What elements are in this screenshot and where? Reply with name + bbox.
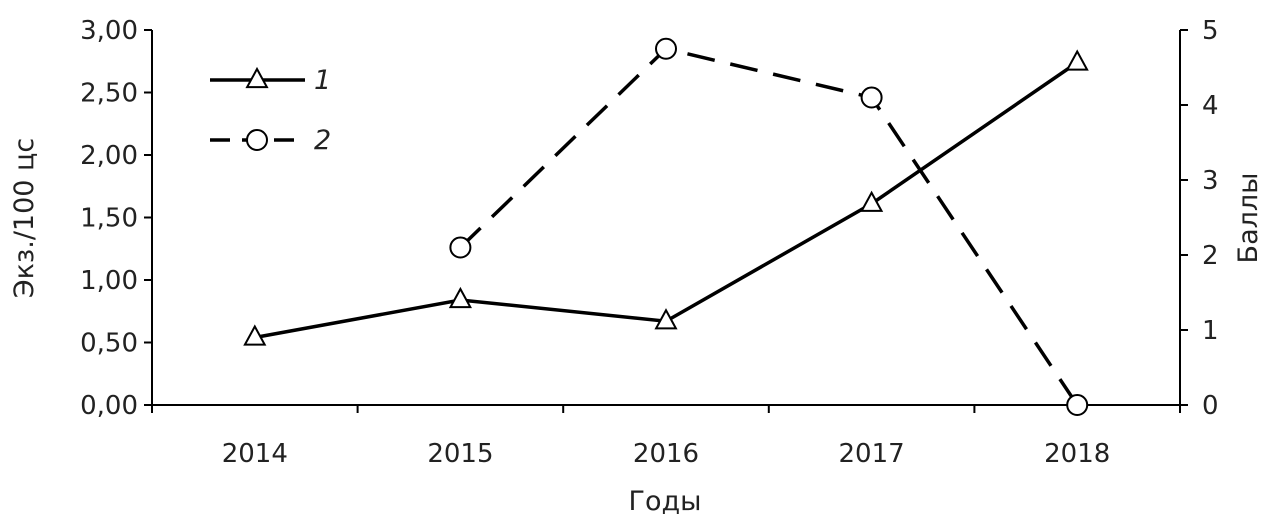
series-2-line (459, 46, 1079, 406)
y-right-tick-label: 5 (1202, 16, 1219, 46)
series-2-point (655, 37, 677, 60)
y-axis-right-title: Баллы (1233, 173, 1264, 264)
series-1-point (1065, 49, 1089, 71)
x-tick-label: 2015 (427, 439, 493, 469)
x-tick-label: 2016 (633, 439, 699, 469)
y-left-tick-label: 3,00 (80, 16, 138, 46)
axes (151, 30, 1181, 406)
legend-item-2: 2 (210, 125, 331, 156)
legend-item-1: 1 (210, 65, 331, 96)
series (243, 37, 1089, 416)
y-left-tick-label: 0,50 (80, 329, 138, 359)
y-left-tick-label: 2,00 (80, 141, 138, 171)
x-axis-title: Годы (629, 486, 702, 517)
y-left-tick-label: 0,00 (80, 391, 138, 421)
legend-label: 2 (314, 125, 331, 156)
series-1-point (654, 308, 678, 330)
series-2 (449, 37, 1089, 416)
series-2-point (449, 236, 472, 259)
legend-marker (246, 129, 268, 151)
series-2-point (1066, 394, 1089, 416)
x-tick-label: 2018 (1044, 439, 1110, 469)
legend-marker (245, 66, 269, 89)
y-axis-left-title: Экз./100 цс (9, 138, 40, 299)
y-right-tick-label: 2 (1202, 241, 1219, 271)
series-1-point (448, 286, 472, 309)
y-left-tick-label: 1,50 (80, 204, 138, 234)
series-1-point (860, 190, 884, 212)
series-1 (243, 49, 1089, 346)
series-2-point (860, 86, 883, 109)
legend-label: 1 (314, 65, 331, 96)
y-right-tick-label: 1 (1202, 316, 1219, 346)
x-tick-label: 2017 (839, 439, 905, 469)
y-left-tick-label: 1,00 (80, 266, 138, 296)
legend: 12 (210, 65, 331, 156)
x-tick-label: 2014 (222, 439, 288, 469)
y-left-tick-label: 2,50 (80, 79, 138, 109)
series-1-line (254, 61, 1079, 340)
y-right-tick-label: 0 (1202, 391, 1219, 421)
y-right-tick-label: 3 (1202, 166, 1219, 196)
series-1-point (243, 324, 267, 346)
y-right-tick-label: 4 (1202, 91, 1219, 121)
